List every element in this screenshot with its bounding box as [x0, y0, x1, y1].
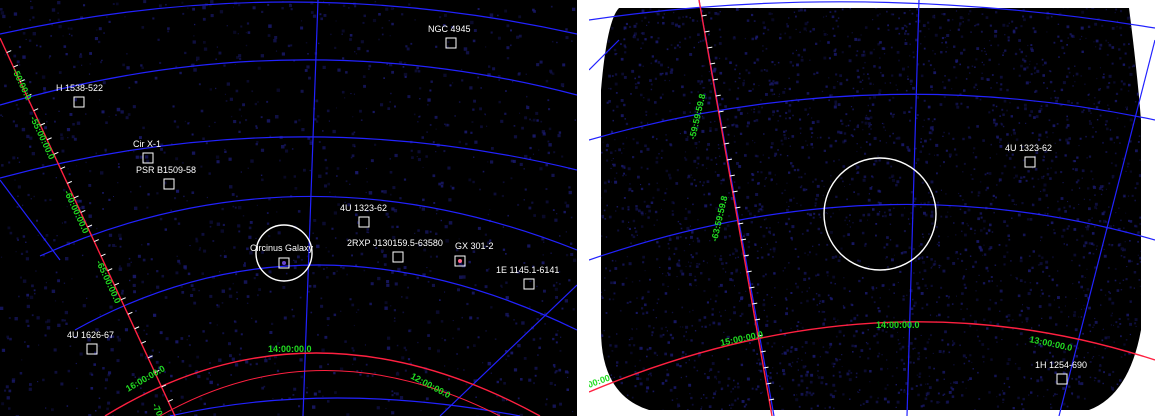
source-label: Circinus Galaxy — [250, 243, 314, 253]
dec-arc-3 — [0, 136, 577, 179]
left-sky-image: -50:00:0 -55:00:00.0 -60:00:00.0 -65:00:… — [0, 0, 577, 416]
right-dec-arc-3 — [589, 203, 1155, 261]
right-dec-arc-2 — [589, 93, 1155, 141]
source-label: 4U 1626-67 — [67, 330, 114, 340]
source-1e-1145-1-6141: 1E 1145.1-6141 — [496, 265, 559, 290]
source-circinus-galaxy: Circinus Galaxy — [250, 243, 314, 269]
source-label: Cir X-1 — [133, 139, 161, 149]
source-label: PSR B1509-58 — [136, 165, 196, 175]
right-axis-ticks — [701, 14, 775, 401]
right-ra-line-2 — [906, 0, 920, 416]
source-h-1538-522: H 1538-522 — [56, 83, 103, 108]
right-ra-axis-arc — [589, 321, 1155, 393]
left-sources: NGC 4945 H 1538-522 Cir X-1 PSR B1509-58… — [56, 24, 559, 355]
dec-arc-1 — [0, 1, 577, 35]
ra-axis-arc — [104, 352, 541, 416]
source-marker — [454, 255, 466, 267]
right-ra-label-2: 14:00:00.0 — [876, 320, 920, 330]
source-marker — [1024, 156, 1036, 168]
ra-label-2: 14:00:00.0 — [268, 344, 312, 354]
dec-label-5: -70 — [150, 402, 165, 416]
source-marker — [278, 257, 290, 269]
source-4u-1626-67: 4U 1626-67 — [67, 330, 114, 355]
target-circle — [255, 224, 313, 282]
source-gx-301-2: GX 301-2 — [454, 241, 494, 267]
ra-line-3 — [0, 179, 61, 261]
source-4u-1323-62-right: 4U 1323-62 — [1005, 143, 1052, 168]
dec-arc-2 — [0, 59, 577, 106]
right-noise-layer — [601, 8, 1141, 410]
ra-axis-arc-inner — [159, 370, 501, 416]
right-sky-image: -59:59:59.8 -63:59:59.8 15:00:00.0 14:00… — [589, 0, 1155, 416]
left-dec-grid — [0, 1, 577, 416]
source-label: 2RXP J130159.5-63580 — [347, 238, 443, 248]
source-label: 4U 1323-62 — [340, 203, 387, 213]
source-dot — [282, 261, 286, 265]
source-marker — [163, 178, 175, 190]
source-marker — [445, 37, 457, 49]
source-ngc-4945: NGC 4945 — [428, 24, 471, 49]
left-ra-grid — [0, 0, 577, 416]
right-target-circle — [823, 157, 937, 271]
dec-arc-4 — [39, 195, 577, 257]
source-label: GX 301-2 — [455, 241, 494, 251]
dec-arc-5 — [74, 264, 577, 331]
source-label: H 1538-522 — [56, 83, 103, 93]
source-cir-x-1: Cir X-1 — [133, 139, 161, 164]
left-sky-svg: -50:00:0 -55:00:00.0 -60:00:00.0 -65:00:… — [0, 0, 577, 416]
left-sky-background — [0, 0, 577, 416]
source-marker — [73, 96, 85, 108]
source-marker — [392, 251, 404, 263]
source-marker — [86, 343, 98, 355]
source-2rxp-j130159: 2RXP J130159.5-63580 — [347, 238, 443, 263]
source-marker — [1056, 373, 1068, 385]
source-psr-b1509-58: PSR B1509-58 — [136, 165, 196, 190]
ra-line-2 — [439, 284, 577, 416]
right-ra-line-3 — [1058, 39, 1155, 416]
dec-arc-6 — [169, 397, 521, 416]
left-axis-ticks — [6, 50, 173, 402]
right-ra-line-4 — [589, 39, 620, 71]
source-4u-1323-62: 4U 1323-62 — [340, 203, 387, 228]
source-label: NGC 4945 — [428, 24, 471, 34]
right-sky-svg: -59:59:59.8 -63:59:59.8 15:00:00.0 14:00… — [589, 0, 1155, 416]
right-sky-background — [601, 8, 1141, 410]
ra-line-1 — [302, 0, 319, 416]
source-1h-1254-690: 1H 1254-690 — [1035, 360, 1087, 385]
right-dec-arc-1 — [589, 1, 1155, 29]
source-label: 1H 1254-690 — [1035, 360, 1087, 370]
source-label: 1E 1145.1-6141 — [496, 265, 559, 275]
right-exposure-area — [601, 8, 1141, 410]
source-marker — [358, 216, 370, 228]
source-label: 4U 1323-62 — [1005, 143, 1052, 153]
right-sources: 4U 1323-62 1H 1254-690 — [1005, 143, 1087, 385]
source-marker — [142, 152, 154, 164]
source-dot — [458, 259, 462, 263]
source-marker — [523, 278, 535, 290]
